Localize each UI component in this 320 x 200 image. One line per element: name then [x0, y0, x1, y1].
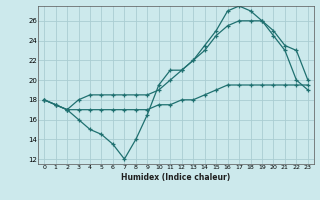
X-axis label: Humidex (Indice chaleur): Humidex (Indice chaleur) — [121, 173, 231, 182]
